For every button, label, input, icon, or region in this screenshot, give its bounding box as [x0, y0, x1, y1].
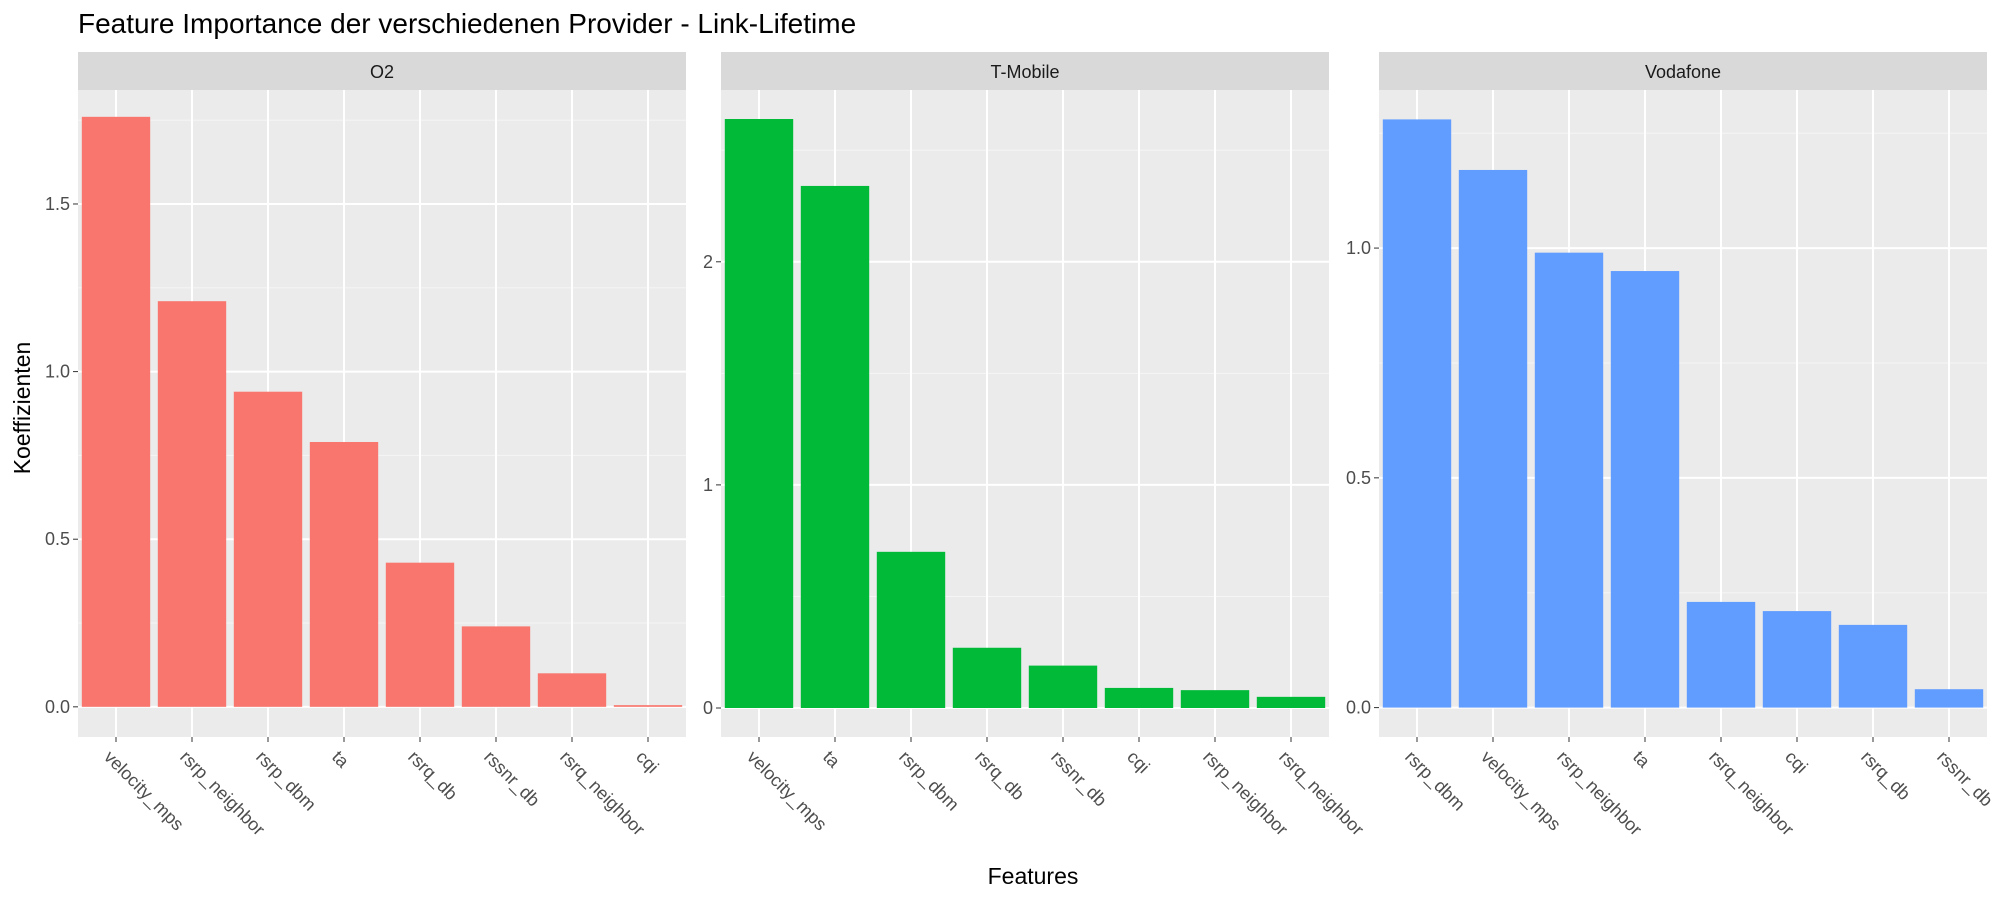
x-tick-label: ta [1629, 747, 1654, 772]
facet-strip [78, 52, 686, 90]
bar-t-mobile-rssnr-db [1028, 665, 1098, 708]
bar-o2-cqi [613, 705, 683, 707]
chart-title: Feature Importance der verschiedenen Pro… [78, 8, 856, 39]
x-tick-label: rsrq_db [1856, 747, 1914, 805]
x-tick-label: velocity_mps [1476, 747, 1564, 835]
bar-t-mobile-rsrq-neighbor [1256, 696, 1326, 708]
bar-vodafone-rsrq-neighbor [1686, 601, 1756, 708]
y-tick-label: 2 [703, 252, 713, 272]
bar-t-mobile-cqi [1104, 687, 1174, 708]
facet-vodafone: Vodafone 0.0 0.5 1.0 rsrp_dbm velocity_mps rsr… [1346, 52, 1997, 840]
facet-strip-label: Vodafone [1645, 62, 1721, 82]
y-tick-label: 0.5 [1346, 468, 1371, 488]
facet-o2: O20.00.51.01.5velocity_mpsrsrp_neighborr… [45, 52, 686, 840]
y-tick-label: 1 [703, 475, 713, 495]
bar-vodafone-rsrp-neighbor [1534, 252, 1604, 708]
x-tick-label: ta [819, 747, 844, 772]
bar-o2-ta [309, 441, 379, 707]
bar-vodafone-rsrq-db [1838, 624, 1908, 708]
bar-t-mobile-velocity-mps [724, 119, 794, 708]
x-tick-label: cqi [632, 747, 662, 777]
y-tick-label: 0.0 [45, 697, 70, 717]
x-tick-label: velocity_mps [99, 747, 187, 835]
bar-vodafone-velocity-mps [1458, 169, 1528, 708]
bar-o2-rsrp-neighbor [157, 301, 227, 707]
bar-vodafone-ta [1610, 271, 1680, 708]
x-axis-title: Features [988, 863, 1079, 889]
x-tick-label: rssnr_db [1046, 747, 1110, 811]
y-tick-label: 1.0 [45, 362, 70, 382]
bar-t-mobile-rsrp-dbm [876, 551, 946, 708]
x-tick-label: rsrp_dbm [894, 747, 963, 816]
bar-o2-rsrq-db [385, 562, 455, 707]
bar-vodafone-rsrp-dbm [1382, 119, 1452, 708]
bar-t-mobile-rsrp-neighbor [1180, 690, 1250, 708]
x-tick-label: rsrp_dbm [251, 747, 320, 816]
bar-vodafone-cqi [1762, 611, 1832, 708]
x-tick-label: cqi [1781, 747, 1811, 777]
y-tick-label: 1.5 [45, 194, 70, 214]
facet-strip-label: T-Mobile [990, 62, 1059, 82]
facet-panels: O20.00.51.01.5velocity_mpsrsrp_neighborr… [45, 52, 1997, 840]
x-tick-label: rsrp_dbm [1400, 747, 1469, 816]
bar-o2-velocity-mps [81, 116, 151, 707]
x-tick-label: rssnr_db [479, 747, 543, 811]
x-tick-label: ta [328, 747, 353, 772]
y-tick-label: 1.0 [1346, 238, 1371, 258]
x-tick-label: rssnr_db [1932, 747, 1996, 811]
x-tick-label: cqi [1123, 747, 1153, 777]
bar-vodafone-rssnr-db [1914, 689, 1984, 708]
bar-t-mobile-ta [800, 185, 870, 708]
y-tick-label: 0 [703, 698, 713, 718]
facet-strip [1379, 52, 1987, 90]
facet-strip-label: O2 [370, 62, 394, 82]
bar-o2-rsrq-neighbor [537, 673, 607, 707]
bar-t-mobile-rsrq-db [952, 647, 1022, 708]
bar-o2-rssnr-db [461, 626, 531, 707]
x-tick-label: velocity_mps [742, 747, 830, 835]
x-tick-label: rsrq_db [970, 747, 1028, 805]
y-tick-label: 0.0 [1346, 698, 1371, 718]
facet-strip [721, 52, 1329, 90]
x-tick-label: rsrq_db [403, 747, 461, 805]
bar-o2-rsrp-dbm [233, 391, 303, 707]
y-axis-title: Koeffizienten [9, 342, 35, 475]
y-tick-label: 0.5 [45, 529, 70, 549]
